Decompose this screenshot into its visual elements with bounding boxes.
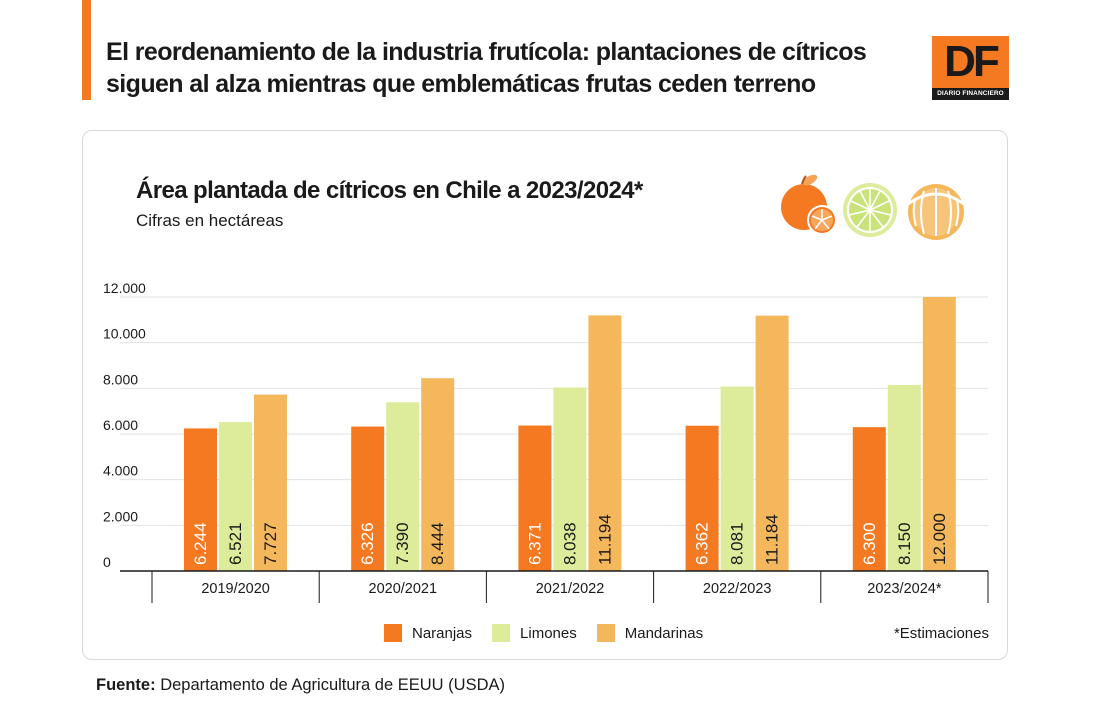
legend-item-naranjas: Naranjas: [384, 624, 472, 642]
bar-limones: [219, 422, 252, 571]
chart-subtitle: Cifras en hectáreas: [136, 211, 284, 230]
x-tick-label: 2019/2020: [201, 581, 270, 597]
data-label: 6.300: [860, 522, 879, 565]
legend-swatch-mandarinas: [596, 624, 615, 642]
bar-naranjas: [852, 427, 886, 571]
bar-naranjas: [685, 425, 719, 571]
y-tick-label: 6.000: [103, 417, 138, 433]
data-label: 6.244: [191, 522, 210, 565]
legend-swatch-naranjas: [384, 624, 402, 642]
bar-mandarinas: [421, 378, 455, 571]
y-tick-label: 0: [103, 554, 111, 570]
x-tick-label: 2022/2023: [703, 581, 772, 597]
bar-naranjas: [184, 428, 217, 571]
legend-label-limones: Limones: [520, 624, 577, 642]
y-tick-label: 8.000: [103, 371, 138, 387]
data-label: 8.038: [560, 522, 579, 565]
y-tick-label: 4.000: [103, 463, 138, 479]
source: Fuente: Departamento de Agricultura de E…: [96, 676, 505, 695]
y-tick-label: 2.000: [103, 508, 138, 524]
bar-naranjas: [351, 426, 385, 571]
data-label: 8.444: [428, 522, 447, 565]
bar-naranjas: [518, 425, 552, 571]
bar-limones: [553, 387, 587, 571]
bar-mandarinas: [922, 297, 956, 571]
legend-swatch-limones: [492, 624, 511, 642]
y-tick-label: 12.000: [103, 280, 146, 296]
source-text: Departamento de Agricultura de EEUU (USD…: [160, 676, 506, 694]
bar-mandarinas: [755, 315, 789, 571]
headline-accent-bar: [82, 0, 91, 100]
data-label: 6.521: [226, 522, 245, 565]
source-label: Fuente:: [96, 676, 156, 694]
data-label: 8.150: [895, 522, 914, 565]
bar-limones: [887, 384, 921, 571]
data-label: 11.184: [763, 514, 782, 565]
data-label: 12.000: [930, 513, 949, 565]
bar-limones: [720, 386, 754, 571]
data-label: 6.362: [693, 522, 712, 565]
headline: El reordenamiento de la industria frutíc…: [106, 38, 867, 98]
data-label: 8.081: [728, 522, 747, 565]
legend-item-limones: Limones: [492, 624, 577, 642]
fruit-icons: [778, 172, 972, 245]
x-tick-label: 2023/2024*: [867, 581, 942, 597]
x-tick-label: 2021/2022: [536, 581, 605, 597]
legend-label-mandarinas: Mandarinas: [624, 624, 704, 642]
estimates-note: *Estimaciones: [893, 625, 989, 642]
data-label: 6.371: [525, 522, 544, 565]
df-logo: DF DIARIO FINANCIERO: [932, 36, 1009, 100]
orange-icon: [781, 174, 837, 235]
bar-mandarinas: [588, 315, 622, 571]
logo-strip: DIARIO FINANCIERO: [932, 88, 1009, 100]
data-label: 11.194: [595, 514, 614, 565]
lime-icon: [843, 183, 897, 237]
mandarin-icon: [907, 184, 965, 240]
legend: Naranjas Limones Mandarinas: [384, 624, 723, 642]
bar-mandarinas: [254, 394, 287, 571]
chart-title: Área plantada de cítricos en Chile a 202…: [136, 177, 643, 204]
logo-subtitle: DIARIO FINANCIERO: [937, 90, 1004, 97]
x-tick-label: 2020/2021: [369, 581, 438, 597]
data-label: 7.390: [393, 522, 412, 565]
legend-item-mandarinas: Mandarinas: [596, 624, 704, 642]
legend-label-naranjas: Naranjas: [412, 624, 473, 642]
y-tick-label: 10.000: [103, 326, 146, 342]
data-label: 6.326: [358, 522, 377, 565]
logo-mark: DF: [944, 37, 1000, 86]
data-label: 7.727: [261, 522, 280, 565]
bar-limones: [386, 402, 420, 571]
